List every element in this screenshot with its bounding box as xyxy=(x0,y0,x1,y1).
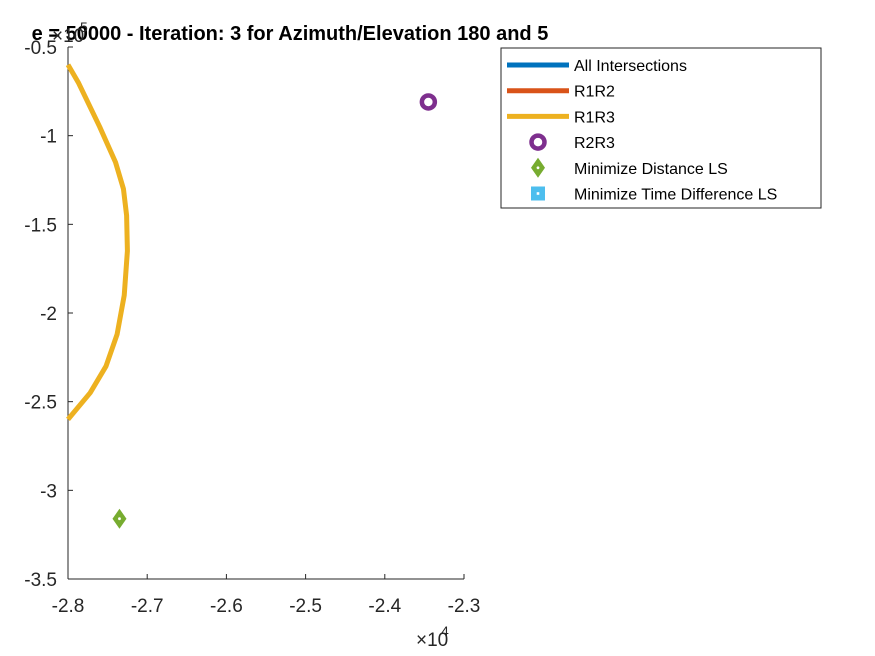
legend-box xyxy=(500,47,822,209)
x-exponent-power: 4 xyxy=(441,623,449,639)
y-tick-label: -1 xyxy=(40,127,57,148)
legend-entry-r2r3: R2R3 xyxy=(529,133,615,152)
legend-swatch-center xyxy=(536,166,540,170)
legend-entry-all-intersections: All Intersections xyxy=(507,58,687,75)
legend-entry-minimize-time-difference-ls: Minimize Time Difference LS xyxy=(531,186,777,204)
x-tick-label: -2.6 xyxy=(210,596,243,617)
legend-label: R2R3 xyxy=(574,135,615,152)
y-tick-label: -3.5 xyxy=(24,570,57,591)
legend-label: All Intersections xyxy=(574,58,687,75)
x-tick-label: -2.5 xyxy=(289,596,322,617)
legend-entry-r1r3: R1R3 xyxy=(507,109,615,126)
y-axis-exponent: ×10 5 xyxy=(52,19,88,47)
chart-title: e = 50000 - Iteration: 3 for Azimuth/Ele… xyxy=(32,23,549,45)
legend-swatch xyxy=(531,157,545,178)
y-tick-label: -2 xyxy=(40,304,57,325)
x-tick-label: -2.8 xyxy=(52,596,85,617)
legend-swatch-ring xyxy=(529,133,547,151)
x-axis-exponent: ×10 4 xyxy=(416,623,449,651)
legend-entry-r1r2: R1R2 xyxy=(507,84,615,101)
x-exponent-base: ×10 xyxy=(416,630,448,651)
x-tick-label: -2.3 xyxy=(448,596,481,617)
legend-label: Minimize Time Difference LS xyxy=(574,187,777,204)
legend-swatch xyxy=(531,186,545,201)
y-tick-label: -3 xyxy=(40,481,57,502)
series-layer xyxy=(65,63,438,529)
legend-label: R1R3 xyxy=(574,109,615,126)
y-axis-ticks: -3.5 -3 -2.5 -2 -1.5 -1 -0.5 xyxy=(24,38,73,591)
legend-swatch-center xyxy=(536,140,540,144)
series-r2r3-marker-center xyxy=(426,100,430,104)
y-tick-label: -2.5 xyxy=(24,393,57,414)
series-minimize-distance-ls-marker xyxy=(112,508,127,529)
legend-label: Minimize Distance LS xyxy=(574,161,728,178)
x-tick-label: -2.4 xyxy=(368,596,401,617)
legend-swatch xyxy=(529,133,547,151)
legend: All Intersections R1R2 R1R3 R2R3 Minimize Di… xyxy=(500,47,822,209)
y-exponent-power: 5 xyxy=(80,19,88,35)
plot-axes xyxy=(67,47,464,580)
series-r2r3-marker xyxy=(419,93,438,111)
legend-swatch-center xyxy=(536,192,540,195)
series-minimize-distance-ls-marker-center xyxy=(118,517,121,521)
y-exponent-base: ×10 xyxy=(52,26,84,47)
series-r1r3-line xyxy=(65,63,130,422)
y-tick-label: -1.5 xyxy=(24,215,57,236)
legend-entry-minimize-distance-ls: Minimize Distance LS xyxy=(531,157,728,178)
series-r2r3-marker-ring xyxy=(419,93,438,111)
x-axis-ticks: -2.8 -2.7 -2.6 -2.5 -2.4 -2.3 xyxy=(52,574,481,617)
x-tick-label: -2.7 xyxy=(131,596,164,617)
legend-label: R1R2 xyxy=(574,84,615,101)
y-tick-label: -0.5 xyxy=(24,38,57,59)
